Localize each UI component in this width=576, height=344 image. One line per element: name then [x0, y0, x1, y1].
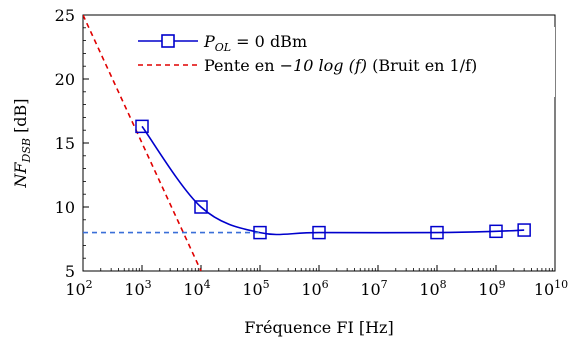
legend: POL = 0 dBm Pente en −10 log (f) (Bruit …	[131, 27, 555, 97]
x-tick-label: 1010	[534, 278, 568, 299]
data-point-marker	[194, 200, 208, 214]
y-tick-label: 15	[55, 134, 75, 153]
legend-label-series-2: Pente en −10 log (f) (Bruit en 1/f)	[204, 56, 477, 75]
series-layer	[83, 15, 525, 271]
y-tick-label: 10	[55, 198, 75, 217]
x-tick-label-exponent: 10	[554, 278, 568, 291]
legend-background	[131, 27, 555, 97]
x-tick-label-exponent: 8	[440, 278, 447, 291]
x-tick-label-base: 10	[419, 280, 439, 299]
x-tick-label-exponent: 6	[322, 278, 329, 291]
series-dashed-line-2	[83, 15, 202, 271]
x-tick-label: 107	[360, 278, 387, 299]
x-tick-label-base: 10	[242, 280, 262, 299]
x-tick-label-exponent: 5	[263, 278, 270, 291]
y-tick-label: 20	[55, 70, 75, 89]
x-tick-label-exponent: 9	[499, 278, 506, 291]
data-point-marker	[253, 225, 267, 240]
x-tick-label: 105	[242, 278, 269, 299]
legend-label-series-1-main: P	[203, 32, 215, 51]
data-point-marker	[430, 225, 444, 240]
y-tick-label: 25	[55, 6, 75, 25]
x-axis: 102 103 104 105 106 107 108 109 1010	[65, 265, 568, 299]
y-axis-title-unit: [dB]	[11, 98, 30, 138]
series-line-1	[141, 125, 525, 236]
x-tick-label-base: 10	[534, 280, 554, 299]
legend-label-series-2-math: −10 log (f)	[280, 56, 367, 75]
data-point-marker	[135, 119, 149, 134]
x-tick-label: 104	[183, 278, 210, 299]
legend-label-series-1-sub: OL	[215, 41, 231, 54]
x-tick-label-exponent: 2	[86, 278, 93, 291]
marker-layer	[135, 119, 531, 240]
x-tick-label-exponent: 7	[381, 278, 388, 291]
legend-label-series-2-prefix: Pente en	[204, 56, 280, 75]
x-tick-label-base: 10	[301, 280, 321, 299]
x-tick-label: 109	[478, 278, 505, 299]
x-tick-label: 106	[301, 278, 328, 299]
x-tick-label-base: 10	[183, 280, 203, 299]
x-tick-label: 108	[419, 278, 446, 299]
y-axis-title-main: NF	[11, 162, 30, 189]
x-tick-label-exponent: 4	[204, 278, 211, 291]
x-tick-label-base: 10	[65, 280, 85, 299]
legend-label-series-2-suffix: (Bruit en 1/f)	[367, 56, 477, 75]
legend-label-series-1: POL = 0 dBm	[203, 32, 307, 54]
x-axis-title: Fréquence FI [Hz]	[244, 318, 393, 337]
y-axis-title: NFDSB [dB]	[11, 98, 33, 188]
x-tick-label-base: 10	[360, 280, 380, 299]
x-tick-label-base: 10	[124, 280, 144, 299]
x-tick-label: 102	[65, 278, 92, 299]
legend-marker-series-1	[161, 34, 175, 48]
legend-label-series-1-rest: = 0 dBm	[231, 32, 307, 51]
data-point-marker	[517, 223, 531, 237]
x-tick-label: 103	[124, 278, 151, 299]
y-tick-label: 5	[65, 262, 75, 281]
y-axis: 5 10 15 20 25	[55, 6, 89, 281]
y-axis-title-sub: DSB	[20, 138, 33, 163]
data-point-marker	[489, 224, 503, 239]
x-tick-label-exponent: 3	[145, 278, 152, 291]
x-tick-label-base: 10	[478, 280, 498, 299]
data-point-marker	[312, 225, 326, 240]
